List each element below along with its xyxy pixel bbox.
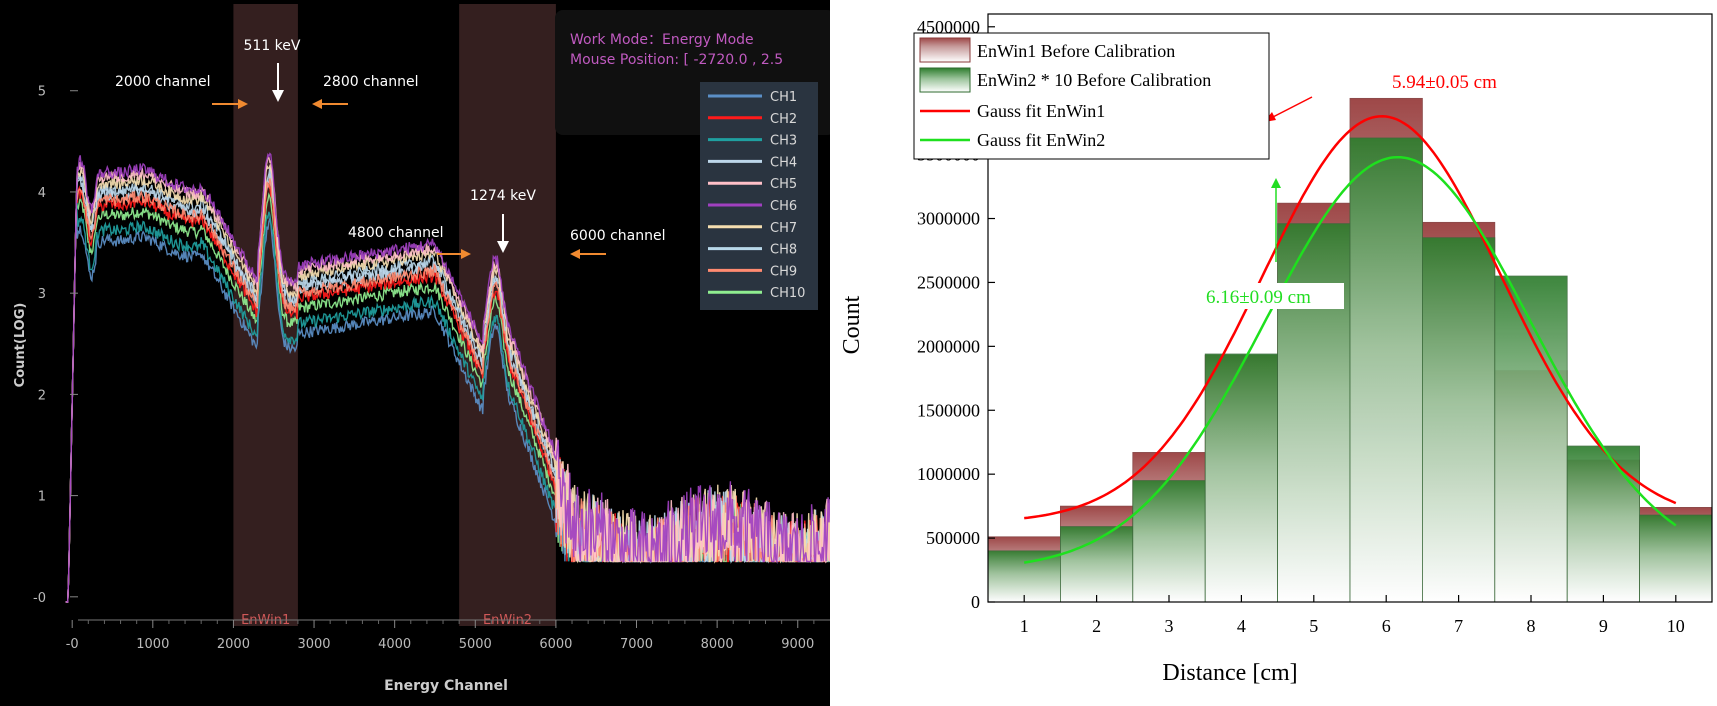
x-tick-label: 2 <box>1092 616 1101 636</box>
fit2-arrow <box>1271 178 1281 262</box>
legend-label-enwin2: EnWin2 * 10 Before Calibration <box>977 70 1211 90</box>
legend-label-ch9: CH9 <box>770 264 797 279</box>
annotation-511kev: 511 keV <box>244 38 301 54</box>
legend-label-ch7: CH7 <box>770 221 797 236</box>
x-tick-label: 9 <box>1599 616 1608 636</box>
x-tick-label: 4 <box>1237 616 1246 636</box>
fit1-arrow <box>1264 96 1313 122</box>
x-tick-label: 5 <box>1309 616 1318 636</box>
bar-enwin2-2 <box>1059 526 1134 603</box>
y-tick-label: 3000000 <box>917 209 980 229</box>
legend-swatch-enwin1 <box>919 37 971 63</box>
annotation-2800-channel: 2800 channel <box>323 74 418 90</box>
fit2-annotation: 6.16±0.09 cm <box>1206 287 1311 308</box>
arrow-511kev <box>272 63 284 102</box>
y-axis-label: Count <box>839 295 865 354</box>
legend-label-ch4: CH4 <box>770 155 797 170</box>
x-tick-label: 7000 <box>620 637 653 652</box>
x-tick-label: 10 <box>1667 616 1685 636</box>
arrow-2800-channel <box>312 99 348 109</box>
x-tick-label: 6000 <box>539 637 572 652</box>
x-axis-label: Distance [cm] <box>1162 660 1297 686</box>
annotation-1274kev: 1274 keV <box>470 188 536 204</box>
legend-label-ch5: CH5 <box>770 177 797 192</box>
channel-legend: CH1 CH2 CH3 CH4 CH5 CH6 CH7 CH8 CH9 CH10 <box>700 82 818 310</box>
y-tick-label: 2 <box>38 388 46 403</box>
spectrum-line-ch1 <box>65 198 830 603</box>
y-tick-label: 3 <box>38 287 46 302</box>
bar-enwin2-8 <box>1494 275 1568 603</box>
x-axis-label: Energy Channel <box>384 678 508 694</box>
x-tick-label: 3000 <box>297 637 330 652</box>
energy-spectrum-chart: EnWin1EnWin2 -01000200030004000500060007… <box>13 4 830 694</box>
y-tick-label: 2500000 <box>917 272 980 292</box>
x-tick-label: 4000 <box>378 637 411 652</box>
x-tick-label: 7 <box>1454 616 1463 636</box>
plot-frame <box>987 13 1713 603</box>
bar-enwin2-6 <box>1349 137 1423 603</box>
x-tick-label: 1000 <box>136 637 169 652</box>
arrow-6000-channel <box>570 249 606 259</box>
y-tick-label: 4 <box>38 186 46 201</box>
y-tick-label: 1 <box>38 490 46 505</box>
spectrum-line-ch5 <box>65 156 830 603</box>
fit-annotations: 5.94±0.05 cm 6.16±0.09 cm <box>1202 72 1497 309</box>
bar-enwin2-3 <box>1132 480 1206 603</box>
y-tick-label: 1500000 <box>917 400 980 420</box>
x-tick-label: 1 <box>1020 616 1029 636</box>
legend-label-fit2: Gauss fit EnWin2 <box>977 130 1105 150</box>
x-tick-label: -0 <box>66 637 79 652</box>
arrow-4800-channel <box>437 249 471 259</box>
legend-swatch-enwin2 <box>919 67 971 93</box>
legend-label-ch1: CH1 <box>770 90 797 105</box>
annotation-6000-channel: 6000 channel <box>570 228 665 244</box>
y-tick-label: 1000000 <box>917 464 980 484</box>
y-tick-label: 2000000 <box>917 336 980 356</box>
x-tick-label: 8 <box>1527 616 1536 636</box>
distance-histogram-panel: 0 500000 1000000 1500000 2000000 2500000 30000… <box>830 0 1717 706</box>
annotation-2000-channel: 2000 channel <box>115 74 210 90</box>
y-tick-label: 500000 <box>926 528 980 548</box>
legend-label-ch8: CH8 <box>770 243 797 258</box>
x-tick-label: 6 <box>1382 616 1391 636</box>
y-tick-label: 0 <box>971 592 980 612</box>
legend-label-ch3: CH3 <box>770 134 797 149</box>
bar-enwin2-4 <box>1204 353 1279 603</box>
energy-window-2 <box>459 4 556 626</box>
legend-label-ch6: CH6 <box>770 199 797 214</box>
annotation-4800-channel: 4800 channel <box>348 225 443 241</box>
legend-label-ch10: CH10 <box>770 286 805 301</box>
energy-window-1 <box>233 4 298 626</box>
legend-label-fit1: Gauss fit EnWin1 <box>977 101 1105 121</box>
y-tick-label: 4500000 <box>917 17 980 37</box>
bar-enwin2-5 <box>1277 223 1351 603</box>
legend-label-enwin1: EnWin1 Before Calibration <box>977 41 1175 61</box>
y-tick-label: 5 <box>38 85 46 100</box>
arrow-2000-channel <box>212 99 248 109</box>
x-tick-label: 3 <box>1165 616 1174 636</box>
x-tick-label: 9000 <box>781 637 814 652</box>
x-tick-label: 2000 <box>217 637 250 652</box>
fit2-label-background <box>1202 283 1344 309</box>
distance-histogram-chart: 0 500000 1000000 1500000 2000000 2500000 30000… <box>839 13 1713 686</box>
bar-enwin2-7 <box>1422 237 1496 603</box>
legend-background <box>700 82 818 310</box>
y-tick-label: -0 <box>33 591 46 606</box>
bar-enwin2-10 <box>1639 514 1713 603</box>
spectrum-line-ch6 <box>65 152 830 603</box>
bar-enwin2-9 <box>1566 445 1641 603</box>
mouse-position-text: Mouse Position: [ -2720.0 , 2.5 <box>570 52 783 68</box>
x-tick-label: 8000 <box>701 637 734 652</box>
fit1-annotation: 5.94±0.05 cm <box>1392 72 1497 93</box>
gauss-fit-enwin2-line <box>1023 155 1677 564</box>
work-mode-text: Work Mode：Energy Mode <box>570 32 754 48</box>
gauss-fit-enwin1-line <box>1024 115 1677 520</box>
legend-label-ch2: CH2 <box>770 112 797 127</box>
histogram-legend: EnWin1 Before Calibration EnWin2 * 10 Be… <box>913 32 1270 160</box>
arrow-1274kev <box>497 214 509 253</box>
x-tick-label: 5000 <box>459 637 492 652</box>
y-axis-label: Count(LOG) <box>13 303 28 388</box>
energy-spectrum-panel: EnWin1EnWin2 -01000200030004000500060007… <box>0 0 830 706</box>
